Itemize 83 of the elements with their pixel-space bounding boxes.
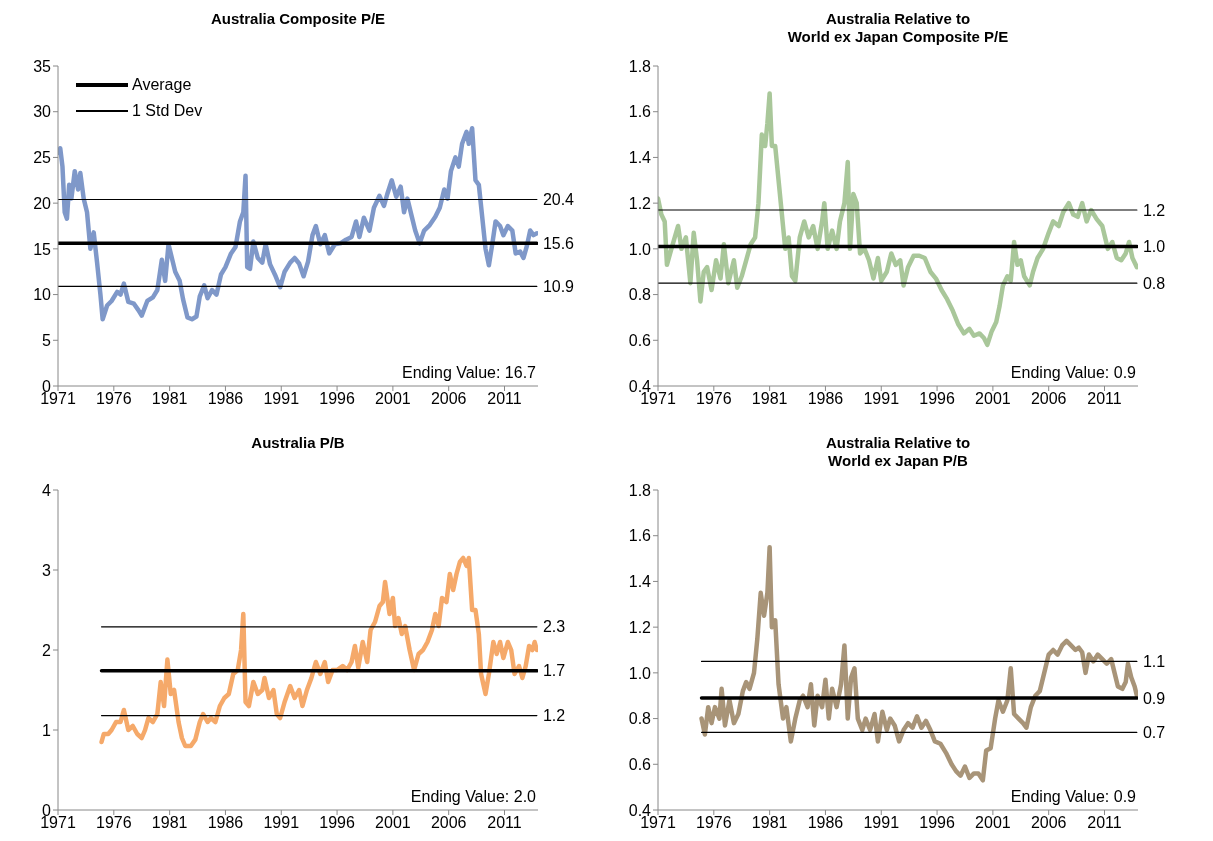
x-tick-label: 1991 [263, 390, 300, 408]
y-tick-label: 1.6 [628, 103, 652, 121]
x-tick-label: 1981 [151, 390, 188, 408]
x-tick-label: 1981 [751, 814, 788, 832]
x-tick-label: 2001 [375, 814, 411, 832]
x-tick-label: 1996 [919, 390, 955, 408]
x-tick-label: 2011 [487, 390, 522, 408]
y-tick-label: 1.2 [628, 194, 652, 212]
y-tick-label: 1.2 [628, 618, 652, 636]
x-tick-label: 1986 [207, 390, 244, 408]
x-tick-label: 1976 [96, 814, 132, 832]
x-tick-label: 1991 [863, 390, 900, 408]
data-label: 0.8 [1142, 274, 1166, 292]
chart-title: Australia Relative to World ex Japan Composite P/E [786, 10, 1010, 46]
x-tick-label: 1976 [696, 390, 732, 408]
y-tick-label: 1.0 [628, 664, 652, 682]
x-tick-label: 2006 [430, 814, 467, 832]
y-tick-label: 1.4 [628, 573, 652, 591]
y-tick-label: 2 [42, 641, 52, 659]
annotation: Ending Value: 2.0 [410, 788, 536, 806]
x-tick-label: 2006 [1030, 390, 1067, 408]
y-tick-label: 30 [33, 103, 52, 121]
chart-title: Australia Relative to World ex Japan P/B [824, 434, 972, 470]
y-tick-label: 1.8 [628, 57, 652, 75]
line-series [58, 125, 538, 322]
x-tick-label: 2001 [375, 390, 411, 408]
y-tick-label: 5 [42, 331, 52, 349]
y-tick-label: 0.6 [628, 755, 652, 773]
annotation: Ending Value: 0.9 [1010, 364, 1136, 382]
line-series [99, 555, 538, 749]
y-tick-label: 0.6 [628, 331, 652, 349]
x-tick-label: 1991 [863, 814, 900, 832]
y-tick-label: 15 [33, 240, 52, 258]
x-tick-label: 1981 [151, 814, 188, 832]
x-tick-label: 1996 [919, 814, 955, 832]
x-tick-label: 1976 [96, 390, 132, 408]
y-tick-label: 1 [42, 721, 52, 739]
y-tick-label: 4 [42, 481, 52, 499]
y-tick-label: 1.6 [628, 527, 652, 545]
line-series [699, 544, 1138, 783]
data-label: 1.2 [542, 707, 566, 725]
data-label: 10.9 [542, 277, 575, 295]
data-label: 20.4 [542, 190, 575, 208]
y-tick-label: 1.8 [628, 481, 652, 499]
annotation: Ending Value: 0.9 [1010, 788, 1136, 806]
y-tick-label: 35 [33, 57, 52, 75]
x-tick-label: 1976 [696, 814, 732, 832]
x-tick-label: 2006 [430, 390, 467, 408]
x-tick-label: 2001 [975, 814, 1011, 832]
x-tick-label: 1986 [807, 390, 844, 408]
x-tick-label: 2011 [1087, 814, 1122, 832]
x-tick-label: 2001 [975, 390, 1011, 408]
y-tick-label: 3 [42, 561, 52, 579]
line-series [658, 91, 1138, 348]
y-tick-label: 0.8 [628, 286, 652, 304]
y-tick-label: 20 [33, 194, 52, 212]
x-tick-label: 2011 [1087, 390, 1122, 408]
y-tick-label: 10 [33, 286, 52, 304]
data-label: 0.9 [1142, 689, 1166, 707]
y-tick-label: 1.0 [628, 240, 652, 258]
annotation: Ending Value: 16.7 [401, 364, 536, 382]
x-tick-label: 1996 [319, 390, 355, 408]
data-label: 1.0 [1142, 238, 1166, 256]
y-tick-label: 0.8 [628, 710, 652, 728]
chart-title: Australia Composite P/E [209, 10, 387, 28]
x-tick-label: 1996 [319, 814, 355, 832]
data-label: 15.6 [542, 234, 575, 252]
chart-title: Australia P/B [250, 434, 346, 452]
x-tick-label: 2011 [487, 814, 522, 832]
data-label: 1.7 [542, 662, 566, 680]
data-label: 0.7 [1142, 723, 1166, 741]
x-tick-label: 2006 [1030, 814, 1067, 832]
y-tick-label: 25 [33, 149, 52, 167]
x-tick-label: 1991 [263, 814, 300, 832]
data-label: 2.3 [542, 618, 566, 636]
data-label: 1.1 [1142, 652, 1166, 670]
data-label: 1.2 [1142, 201, 1166, 219]
x-tick-label: 1986 [807, 814, 844, 832]
x-tick-label: 1986 [207, 814, 244, 832]
x-tick-label: 1981 [751, 390, 788, 408]
legend-label: Average [132, 76, 192, 94]
legend-label: 1 Std Dev [132, 102, 203, 120]
y-tick-label: 1.4 [628, 149, 652, 167]
